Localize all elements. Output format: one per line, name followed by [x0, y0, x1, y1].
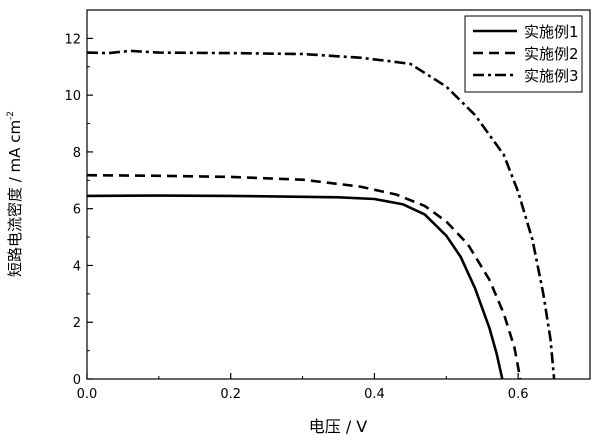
- series-line-1: [87, 196, 502, 379]
- y-tick-label: 4: [73, 259, 81, 274]
- x-tick-label: 0.4: [364, 387, 385, 402]
- legend-label-2: 实施例2: [524, 45, 579, 63]
- x-tick-label: 0.2: [220, 387, 241, 402]
- y-axis-label-text: 短路电流密度 / mA cm: [6, 120, 24, 277]
- y-axis-label-superscript: -2: [6, 111, 16, 120]
- y-axis-label: 短路电流密度 / mA cm-2: [6, 111, 24, 277]
- axis-ticks: 0.0 0.2 0.4 0.6 0 2 4 6 8 10 12: [64, 32, 528, 402]
- x-axis-label: 电压 / V: [309, 417, 368, 436]
- y-tick-label: 8: [73, 146, 81, 161]
- y-tick-label: 6: [73, 203, 81, 218]
- legend-label-3: 实施例3: [524, 67, 579, 85]
- y-tick-label: 0: [73, 373, 81, 388]
- y-tick-label: 2: [73, 316, 81, 331]
- series-line-3: [87, 51, 554, 379]
- y-tick-label: 10: [64, 89, 81, 104]
- x-tick-label: 0.6: [508, 387, 529, 402]
- series-line-2: [87, 175, 520, 379]
- y-tick-label: 12: [64, 32, 81, 47]
- legend-label-1: 实施例1: [524, 23, 579, 41]
- chart-marks: [87, 51, 554, 379]
- y-axis-label-group: 短路电流密度 / mA cm-2: [6, 111, 24, 277]
- x-tick-label: 0.0: [77, 387, 98, 402]
- legend: 实施例1 实施例2 实施例3: [465, 16, 582, 92]
